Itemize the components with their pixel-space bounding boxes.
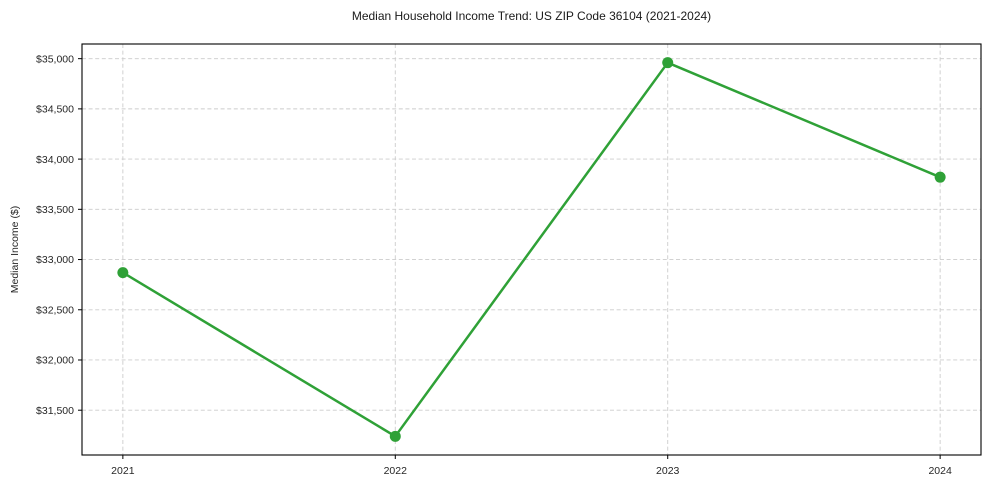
x-tick-label: 2022 bbox=[384, 465, 408, 477]
series-line bbox=[122, 61, 941, 438]
plot-border bbox=[81, 43, 982, 456]
series-group bbox=[117, 57, 946, 442]
data-point-marker bbox=[389, 430, 401, 442]
y-tick-label: $35,000 bbox=[36, 53, 74, 65]
x-tick-label: 2024 bbox=[928, 465, 952, 477]
data-point-marker bbox=[662, 57, 674, 69]
y-tick-label: $33,500 bbox=[36, 204, 74, 216]
y-tick-label: $34,000 bbox=[36, 154, 74, 166]
y-axis-label: Median Income ($) bbox=[9, 206, 21, 294]
y-tick-label: $34,500 bbox=[36, 104, 74, 116]
gridlines-group bbox=[82, 44, 981, 455]
data-point-marker bbox=[934, 171, 946, 183]
x-tick-label: 2021 bbox=[111, 465, 135, 477]
y-tick-label: $31,500 bbox=[36, 405, 74, 417]
x-tick-label: 2023 bbox=[656, 465, 680, 477]
y-tick-label: $32,500 bbox=[36, 304, 74, 316]
data-point-marker bbox=[117, 267, 129, 279]
axes-group: $31,500 $32,000 $32,500 $33,000 $33,500 $34,0… bbox=[36, 43, 982, 477]
y-tick-label: $32,000 bbox=[36, 355, 74, 367]
chart-title: Median Household Income Trend: US ZIP Co… bbox=[351, 9, 712, 23]
y-tick-label: $33,000 bbox=[36, 254, 74, 266]
